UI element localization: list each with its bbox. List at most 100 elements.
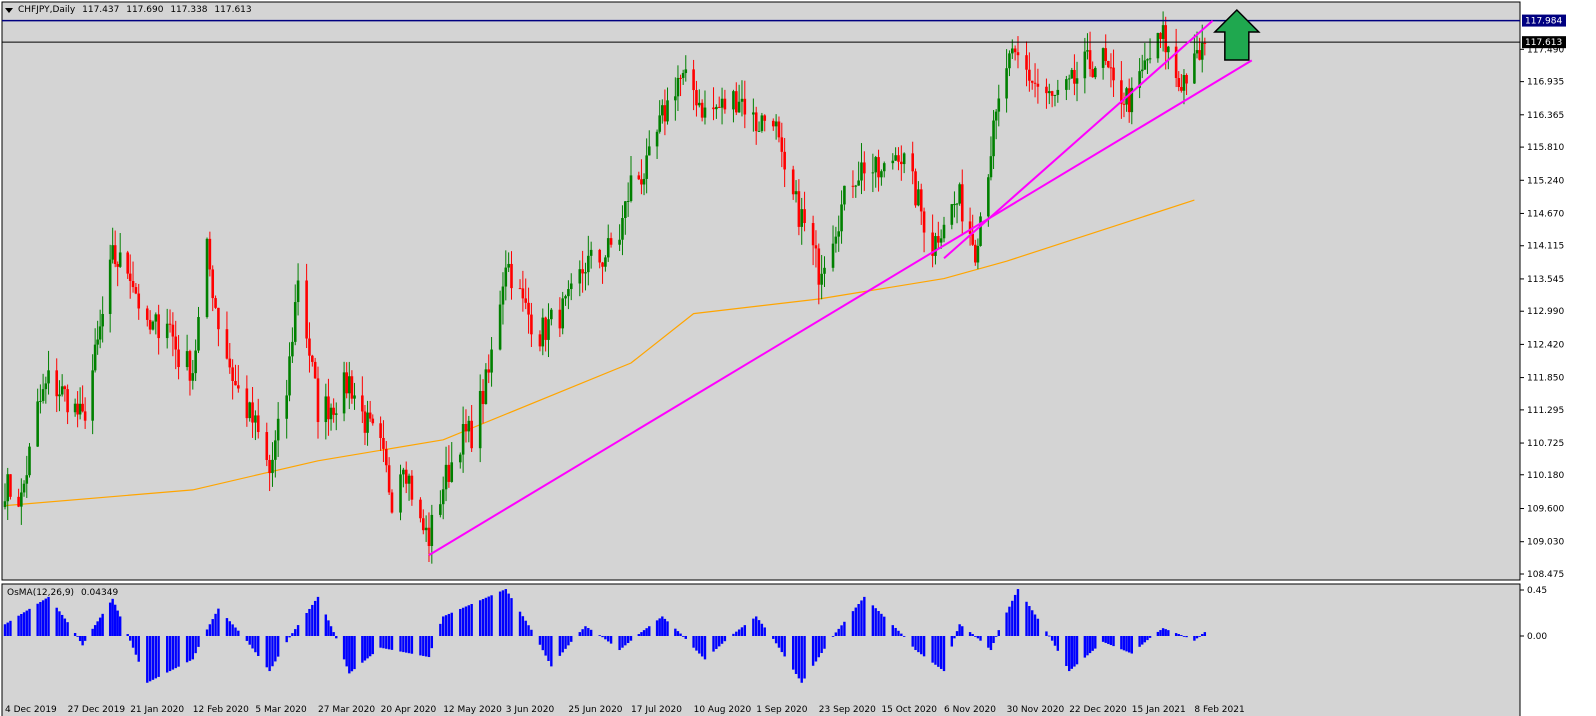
bear-candle-body [968, 221, 972, 234]
osma-bar [211, 619, 214, 636]
bull-candle-body [293, 302, 297, 342]
bull-candle-body [329, 407, 333, 420]
osma-bar [1065, 636, 1068, 667]
osma-bar [521, 616, 525, 636]
osma-bar [484, 597, 488, 636]
osma-bar [1143, 636, 1147, 643]
bull-candle-body [1195, 50, 1199, 54]
osma-bar [834, 632, 838, 636]
osma-bar [1036, 618, 1040, 636]
osma-bar [743, 625, 747, 636]
bear-candle-body [811, 223, 815, 246]
osma-bar [424, 636, 428, 657]
bull-candle-body [1138, 71, 1141, 88]
osma-bar [390, 636, 394, 650]
bull-candle-body [1161, 25, 1165, 39]
osma-bar [648, 626, 651, 636]
bull-candle-body [955, 203, 959, 205]
bull-candle-body [820, 273, 823, 285]
bull-candle-body [541, 317, 545, 347]
bull-candle-body [151, 321, 155, 330]
bull-candle-body [101, 313, 104, 327]
bear-candle-body [877, 157, 880, 178]
osma-bar [368, 636, 372, 657]
bear-candle-body [937, 236, 940, 243]
chart-menu-triangle-icon[interactable] [5, 8, 13, 13]
bull-candle-body [484, 369, 488, 405]
osma-bar [1174, 633, 1178, 636]
osma-bar [1011, 600, 1014, 636]
bull-candle-body [647, 146, 651, 156]
osma-bar [151, 636, 155, 680]
osma-bar [518, 611, 522, 636]
osma-bar [661, 616, 664, 636]
osma-bar [276, 636, 280, 657]
bear-candle-body [174, 336, 178, 350]
candles-layer [3, 11, 1207, 564]
osma-bar [1159, 630, 1162, 636]
osma-bar [501, 590, 505, 636]
osma-plot-area [1, 583, 1521, 716]
osma-bar [154, 636, 158, 679]
bull-candle-body [96, 339, 99, 345]
osma-bar [655, 620, 659, 636]
osma-bar [335, 636, 338, 639]
osma-bar [371, 636, 374, 655]
osma-bar [992, 636, 995, 644]
osma-bar [609, 636, 613, 644]
osma-bar [823, 636, 826, 649]
osma-bar [618, 636, 621, 651]
osma-bar [891, 625, 894, 636]
osma-bar [752, 618, 755, 636]
bear-candle-body [228, 358, 232, 368]
bull-candle-body [547, 319, 550, 340]
osma-bar [527, 625, 530, 636]
bull-candle-body [1067, 78, 1071, 80]
osma-bar [1094, 636, 1097, 649]
osma-bar [254, 636, 257, 653]
bear-candle-body [116, 264, 119, 267]
bear-candle-body [1050, 91, 1054, 96]
time-tick-label: 4 Dec 2019 [5, 705, 57, 715]
bear-candle-body [265, 432, 269, 460]
osma-bar [911, 636, 914, 647]
bear-candle-body [771, 120, 775, 127]
price-tick-label: 114.115 [1527, 242, 1564, 252]
osma-bar [478, 600, 482, 636]
bear-candle-body [382, 437, 385, 449]
osma-bar [22, 612, 26, 636]
bear-candle-body [305, 280, 308, 339]
osma-bar [228, 621, 231, 636]
bear-candle-body [83, 411, 87, 421]
osma-bar [763, 627, 766, 636]
bear-candle-body [208, 238, 212, 270]
bear-candle-body [361, 395, 364, 412]
bull-candle-body [47, 370, 50, 384]
bear-candle-body [368, 412, 372, 419]
osma-bar [1008, 606, 1011, 636]
bear-candle-body [481, 390, 485, 405]
osma-bar [3, 624, 7, 636]
osma-bar [971, 634, 974, 636]
osma-bar [194, 636, 197, 654]
bull-candle-body [490, 349, 493, 373]
osma-bar [934, 636, 937, 665]
bear-candle-body [914, 171, 917, 206]
osma-bar [1122, 636, 1126, 651]
osma-bar [385, 636, 388, 649]
osma-bar [976, 636, 980, 639]
osma-bar [1083, 636, 1087, 658]
bear-candle-body [1112, 67, 1115, 81]
bear-candle-body [780, 137, 784, 152]
bull-candle-body [624, 201, 627, 218]
bull-candle-body [939, 238, 943, 243]
time-tick-label: 12 May 2020 [443, 705, 502, 715]
bull-candle-body [1200, 42, 1204, 60]
osma-bar [1177, 634, 1180, 636]
osma-bar [73, 632, 77, 636]
bull-candle-body [774, 121, 778, 127]
osma-bar [17, 615, 20, 636]
bear-candle-body [66, 389, 69, 413]
bear-candle-body [717, 106, 721, 108]
osma-bar [958, 624, 961, 636]
